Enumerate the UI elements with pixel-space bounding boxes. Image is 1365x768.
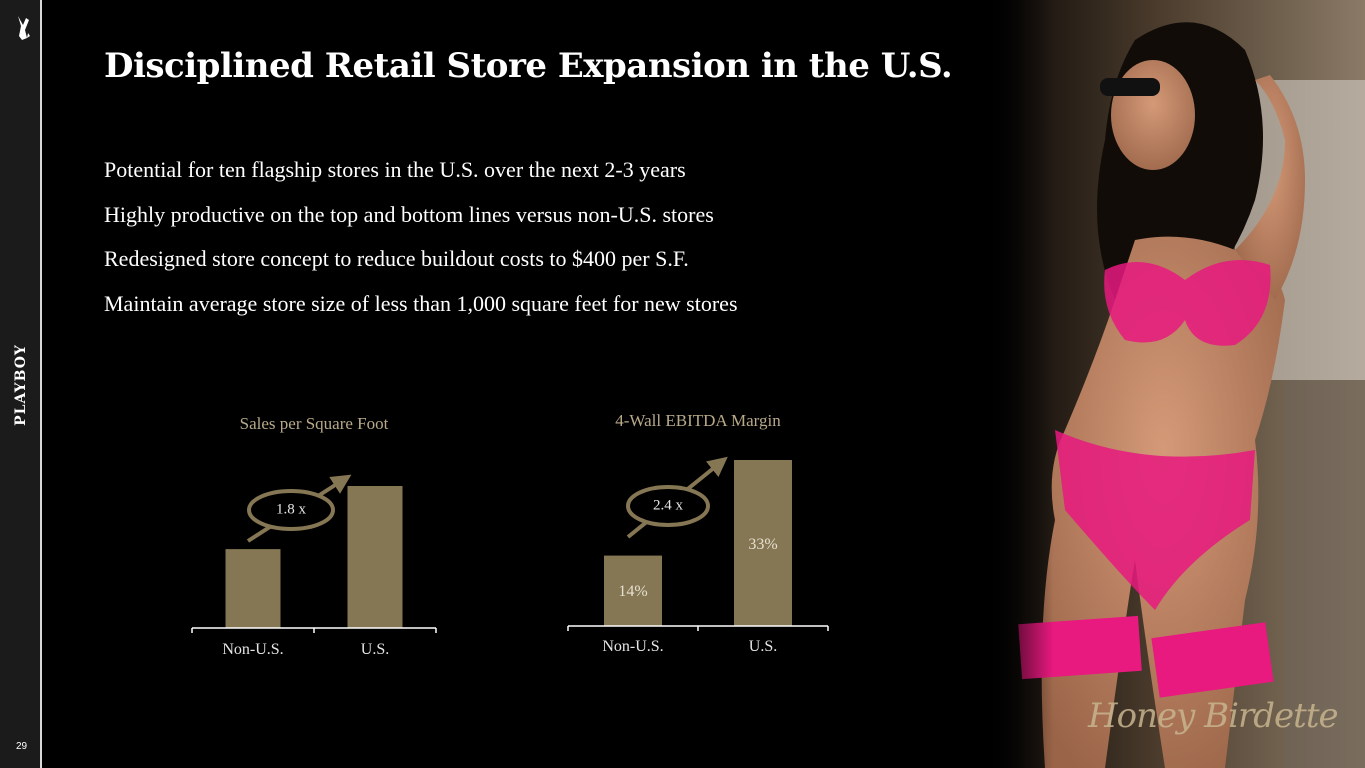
bar (734, 460, 792, 626)
ratio-ellipse (247, 489, 335, 531)
bar (604, 555, 662, 626)
brand-watermark: Honey Birdette (1088, 696, 1339, 736)
chart-title-ebitda: 4-Wall EBITDA Margin (615, 411, 781, 430)
bar (347, 486, 403, 628)
bar-data-label: 33% (748, 536, 778, 553)
bar-data-label: 14% (618, 583, 648, 600)
x-tick-label: Non-U.S. (602, 638, 664, 655)
ratio-label-ebitda: 2.4 x (653, 497, 683, 514)
page-title: Disciplined Retail Store Expansion in th… (104, 46, 953, 86)
bullet-item: Maintain average store size of less than… (104, 290, 738, 316)
bullet-item: Potential for ten flagship stores in the… (104, 157, 686, 182)
model-photo (985, 0, 1365, 768)
bullet-list: Potential for ten flagship stores in the… (104, 153, 738, 331)
ratio-ellipse (626, 485, 710, 527)
ratio-label-sales: 1.8 x (276, 501, 306, 518)
bullet-item: Redesigned store concept to reduce build… (104, 246, 689, 271)
chart-title-sales: Sales per Square Foot (239, 414, 389, 433)
bullet-item: Highly productive on the top and bottom … (104, 201, 714, 227)
page-number: 29 (16, 741, 28, 752)
bar (225, 549, 281, 628)
x-tick-label: U.S. (360, 641, 390, 658)
x-tick-label: U.S. (748, 638, 778, 655)
sidebar: PLAYBOY 29 (0, 0, 42, 768)
x-tick-label: Non-U.S. (222, 641, 284, 658)
bunny-icon (18, 16, 30, 40)
